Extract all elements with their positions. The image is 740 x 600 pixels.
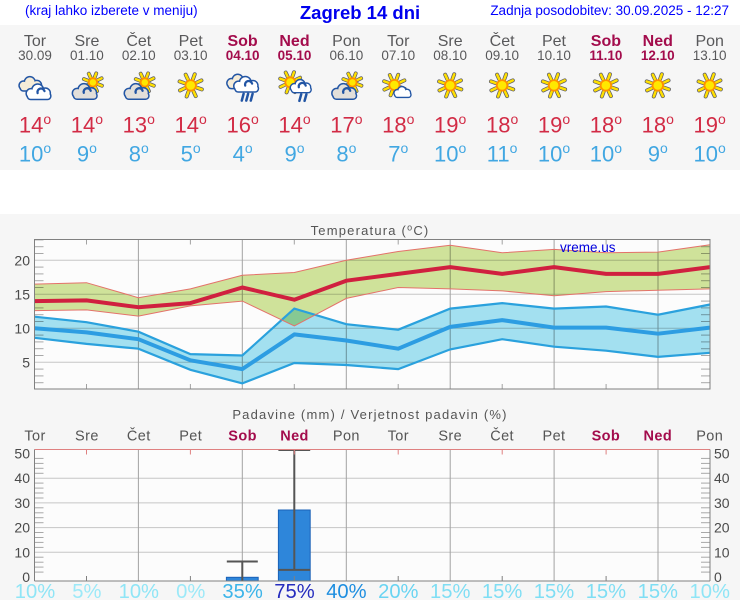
svg-text:Sre: Sre xyxy=(75,429,99,445)
svg-text:40: 40 xyxy=(14,470,30,486)
svg-text:15%: 15% xyxy=(638,581,678,600)
svg-text:10%: 10% xyxy=(15,581,55,600)
svg-text:20: 20 xyxy=(714,520,730,536)
svg-text:Pon: Pon xyxy=(333,429,360,445)
svg-text:Ned: Ned xyxy=(644,429,673,445)
svg-text:0%: 0% xyxy=(176,581,205,600)
svg-text:Tor: Tor xyxy=(24,429,45,445)
svg-text:30: 30 xyxy=(14,495,30,511)
svg-text:10%: 10% xyxy=(119,581,159,600)
svg-text:0: 0 xyxy=(22,569,30,585)
svg-text:15%: 15% xyxy=(430,581,470,600)
svg-text:Sob: Sob xyxy=(228,429,257,445)
svg-text:10: 10 xyxy=(14,544,30,560)
svg-text:5%: 5% xyxy=(72,581,101,600)
svg-text:Tor: Tor xyxy=(388,429,409,445)
svg-text:10: 10 xyxy=(714,544,730,560)
svg-text:20%: 20% xyxy=(378,581,418,600)
svg-text:vreme.us: vreme.us xyxy=(560,240,616,255)
svg-text:40%: 40% xyxy=(326,581,366,600)
svg-text:Temperatura (oC): Temperatura (oC) xyxy=(311,223,430,239)
svg-text:15: 15 xyxy=(14,286,30,302)
svg-text:40: 40 xyxy=(714,470,730,486)
svg-text:15%: 15% xyxy=(482,581,522,600)
svg-text:0: 0 xyxy=(714,569,722,585)
svg-text:10%: 10% xyxy=(689,581,729,600)
svg-text:Padavine (mm) / Verjetnost pad: Padavine (mm) / Verjetnost padavin (%) xyxy=(232,407,507,422)
svg-text:Čet: Čet xyxy=(127,428,151,445)
svg-text:15%: 15% xyxy=(586,581,626,600)
svg-text:50: 50 xyxy=(714,446,730,462)
svg-text:5: 5 xyxy=(22,354,30,370)
svg-text:Ned: Ned xyxy=(280,429,309,445)
svg-text:Sob: Sob xyxy=(592,429,621,445)
svg-text:30: 30 xyxy=(714,495,730,511)
svg-text:Pon: Pon xyxy=(696,429,723,445)
svg-text:75%: 75% xyxy=(274,581,314,600)
svg-text:15%: 15% xyxy=(534,581,574,600)
svg-text:Pet: Pet xyxy=(543,429,566,445)
svg-text:20: 20 xyxy=(14,520,30,536)
svg-text:Čet: Čet xyxy=(490,428,514,445)
svg-text:35%: 35% xyxy=(222,581,262,600)
svg-text:10: 10 xyxy=(14,320,30,336)
svg-text:50: 50 xyxy=(14,446,30,462)
svg-text:20: 20 xyxy=(14,252,30,268)
svg-text:Pet: Pet xyxy=(179,429,202,445)
svg-text:Sre: Sre xyxy=(438,429,462,445)
